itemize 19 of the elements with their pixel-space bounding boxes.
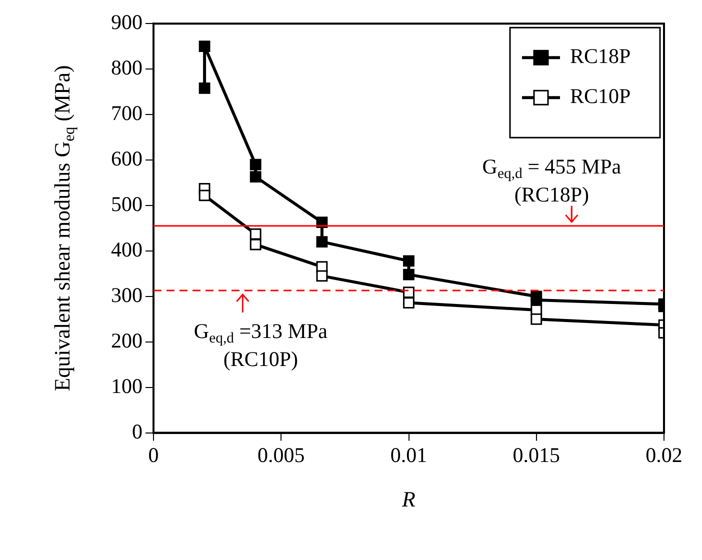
y-tick-label: 700 — [111, 101, 142, 126]
x-axis-title: R — [401, 486, 416, 512]
y-tick-label: 400 — [111, 237, 142, 262]
x-tick-label: 0.01 — [390, 442, 428, 467]
x-tick-label: 0 — [148, 442, 159, 467]
x-tick-label: 0.015 — [512, 442, 560, 467]
y-tick-label: 300 — [111, 282, 142, 307]
y-tick-label: 600 — [111, 146, 142, 171]
y-tick-label: 200 — [111, 328, 142, 352]
x-tick-label: 0.005 — [258, 442, 305, 467]
y-tick-label: 900 — [111, 10, 142, 34]
y-tick-label: 500 — [111, 192, 142, 216]
y-axis-title: Equivalent shear modulus Geq (MPa) — [49, 65, 78, 392]
y-tick-label: 100 — [111, 374, 142, 398]
y-tick-label: 0 — [132, 419, 142, 444]
legend-label: RC18P — [570, 44, 631, 68]
y-tick-label: 800 — [111, 56, 142, 80]
x-tick-label: 0.02 — [646, 442, 682, 467]
legend-label: RC10P — [570, 84, 631, 108]
